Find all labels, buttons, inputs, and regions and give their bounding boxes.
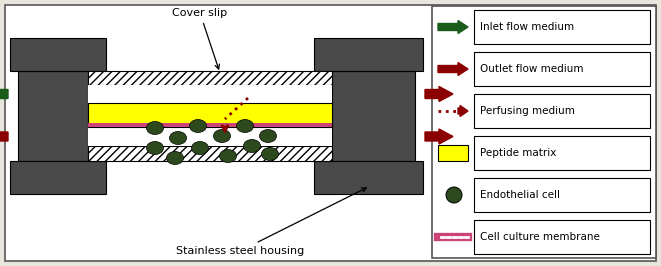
FancyArrow shape [425,129,453,144]
Bar [88,123,332,127]
Bar [474,94,650,128]
Bar [10,38,106,71]
Ellipse shape [147,122,163,135]
Bar [10,161,106,194]
Ellipse shape [190,119,206,132]
Ellipse shape [192,142,208,155]
Bar [314,38,423,71]
Ellipse shape [260,130,276,143]
Ellipse shape [262,148,278,160]
FancyArrow shape [438,20,468,34]
Bar [332,71,415,161]
Bar [314,161,423,194]
Bar [88,71,332,85]
Bar [88,71,332,161]
Text: Outlet flow medium: Outlet flow medium [480,64,584,74]
FancyArrow shape [425,86,453,102]
Text: Cover slip: Cover slip [173,8,227,69]
Ellipse shape [243,139,260,152]
Ellipse shape [169,131,186,144]
Bar [88,127,332,146]
Bar [438,145,468,161]
Bar [474,220,650,254]
Bar [88,146,332,161]
FancyArrow shape [458,106,468,117]
Bar [18,71,88,161]
Ellipse shape [147,142,163,155]
Ellipse shape [214,130,231,143]
Bar [88,103,332,127]
Text: Inlet flow medium: Inlet flow medium [480,22,574,32]
Ellipse shape [237,119,254,132]
Ellipse shape [219,149,237,163]
FancyArrow shape [0,129,8,144]
Ellipse shape [167,152,184,164]
Bar [88,85,332,103]
FancyArrow shape [438,63,468,76]
Text: Peptide matrix: Peptide matrix [480,148,557,158]
FancyArrow shape [0,86,8,102]
Text: Cell culture membrane: Cell culture membrane [480,232,600,242]
Text: Perfusing medium: Perfusing medium [480,106,575,116]
Ellipse shape [446,187,462,203]
Bar [474,10,650,44]
Bar [432,6,656,258]
Bar [474,52,650,86]
Bar [474,178,650,212]
Text: Endothelial cell: Endothelial cell [480,190,560,200]
Bar [474,136,650,170]
Text: Stainless steel housing: Stainless steel housing [176,188,366,256]
